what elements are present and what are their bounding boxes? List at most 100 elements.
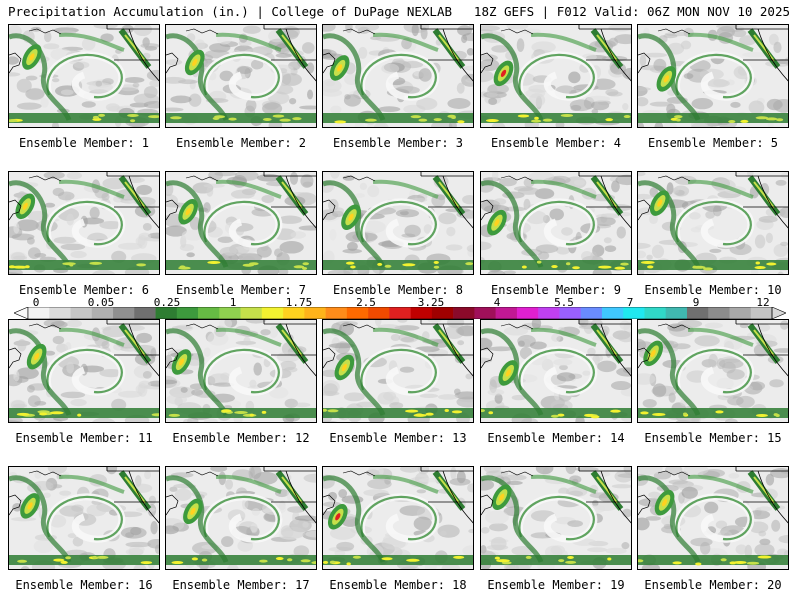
colorbar-swatch: [240, 307, 263, 319]
colorbar-swatch: [580, 307, 603, 319]
precip-map-graphic: [481, 25, 631, 127]
ensemble-member-label: Ensemble Member: 6: [18, 283, 150, 297]
colorbar-swatch: [219, 307, 241, 319]
ensemble-member-label: Ensemble Member: 3: [332, 136, 464, 150]
colorbar-swatch: [368, 307, 390, 319]
precip-map-graphic: [481, 467, 631, 569]
colorbar-swatch: [70, 307, 93, 319]
ensemble-member-label: Ensemble Member: 7: [175, 283, 307, 297]
ensemble-member-label: Ensemble Member: 17: [172, 578, 310, 592]
ensemble-member-map: [8, 319, 160, 423]
colorbar-swatch: [91, 307, 114, 319]
ensemble-member-map: [322, 466, 474, 570]
precip-map-graphic: [9, 320, 159, 422]
ensemble-member-map: [165, 319, 317, 423]
colorbar-tick-label: 2.5: [356, 296, 376, 309]
colorbar-swatch: [389, 307, 411, 319]
colorbar-tick-label: 5.5: [554, 296, 574, 309]
colorbar-swatch: [283, 307, 305, 319]
ensemble-member-label: Ensemble Member: 8: [332, 283, 464, 297]
ensemble-member-label: Ensemble Member: 18: [329, 578, 467, 592]
colorbar-swatch: [538, 307, 560, 319]
colorbar-swatch: [644, 307, 667, 319]
colorbar-swatch: [495, 307, 518, 319]
colorbar-swatch: [28, 307, 50, 319]
ensemble-member-map: [165, 24, 317, 128]
colorbar-tick-label: 1.75: [285, 296, 313, 309]
colorbar-swatch: [304, 307, 326, 319]
ensemble-member-label: Ensemble Member: 2: [175, 136, 307, 150]
ensemble-member-map: [8, 171, 160, 275]
colorbar-swatch: [261, 307, 284, 319]
ensemble-member-map: [637, 466, 789, 570]
ensemble-member-label: Ensemble Member: 16: [15, 578, 153, 592]
valid-time-label: 18Z GEFS | F012 Valid: 06Z MON NOV 10 20…: [473, 4, 790, 19]
precip-map-graphic: [9, 25, 159, 127]
colorbar-tick-label: 1: [229, 296, 237, 309]
precip-map-graphic: [323, 172, 473, 274]
colorbar-swatch: [325, 307, 348, 319]
ensemble-member-map: [637, 319, 789, 423]
colorbar-swatch: [750, 307, 773, 319]
ensemble-member-label: Ensemble Member: 4: [490, 136, 622, 150]
colorbar-tick-label: 0.05: [87, 296, 115, 309]
precip-map-graphic: [481, 172, 631, 274]
ensemble-member-map: [322, 171, 474, 275]
page-title: Precipitation Accumulation (in.) | Colle…: [8, 4, 453, 19]
ensemble-member-label: Ensemble Member: 11: [15, 431, 153, 445]
precip-map-graphic: [166, 172, 316, 274]
ensemble-member-label: Ensemble Member: 1: [18, 136, 150, 150]
ensemble-member-map: [480, 319, 632, 423]
ensemble-member-label: Ensemble Member: 13: [329, 431, 467, 445]
ensemble-member-label: Ensemble Member: 15: [644, 431, 782, 445]
colorbar-swatch: [113, 307, 135, 319]
colorbar-swatch: [559, 307, 581, 319]
colorbar-swatch: [134, 307, 156, 319]
ensemble-member-map: [480, 466, 632, 570]
colorbar-tick-label: 7: [626, 296, 634, 309]
colorbar-swatch: [198, 307, 220, 319]
ensemble-member-map: [637, 24, 789, 128]
precip-map-graphic: [638, 172, 788, 274]
colorbar-tick-label: 0: [32, 296, 40, 309]
colorbar-tick-label: 12: [756, 296, 770, 309]
precip-map-graphic: [166, 320, 316, 422]
precip-map-graphic: [9, 172, 159, 274]
ensemble-member-label: Ensemble Member: 10: [644, 283, 782, 297]
colorbar-swatch: [431, 307, 454, 319]
ensemble-member-label: Ensemble Member: 12: [172, 431, 310, 445]
precip-map-graphic: [323, 25, 473, 127]
colorbar-swatch: [708, 307, 730, 319]
colorbar-tick-label: 9: [692, 296, 700, 309]
ensemble-member-map: [480, 171, 632, 275]
colorbar-swatch: [453, 307, 475, 319]
colorbar-swatch: [729, 307, 752, 319]
precip-map-graphic: [481, 320, 631, 422]
ensemble-member-map: [165, 171, 317, 275]
colorbar-swatch: [49, 307, 71, 319]
ensemble-member-label: Ensemble Member: 20: [644, 578, 782, 592]
precip-map-graphic: [323, 467, 473, 569]
colorbar-swatch: [665, 307, 688, 319]
precip-map-graphic: [638, 467, 788, 569]
colorbar-swatch: [155, 307, 178, 319]
ensemble-member-map: [637, 171, 789, 275]
ensemble-member-map: [8, 466, 160, 570]
precip-map-graphic: [638, 320, 788, 422]
ensemble-member-label: Ensemble Member: 5: [647, 136, 779, 150]
ensemble-member-map: [480, 24, 632, 128]
ensemble-member-label: Ensemble Member: 14: [487, 431, 625, 445]
precip-colorbar: [14, 307, 786, 319]
colorbar-swatch: [516, 307, 539, 319]
precip-map-graphic: [638, 25, 788, 127]
colorbar-swatch: [623, 307, 645, 319]
ensemble-member-map: [165, 466, 317, 570]
colorbar-swatch: [474, 307, 496, 319]
colorbar-swatch: [601, 307, 624, 319]
colorbar-swatch: [686, 307, 709, 319]
colorbar-swatch: [410, 307, 433, 319]
colorbar-swatch: [176, 307, 199, 319]
ensemble-member-label: Ensemble Member: 9: [490, 283, 622, 297]
colorbar-tick-label: 4: [493, 296, 501, 309]
ensemble-member-map: [8, 24, 160, 128]
